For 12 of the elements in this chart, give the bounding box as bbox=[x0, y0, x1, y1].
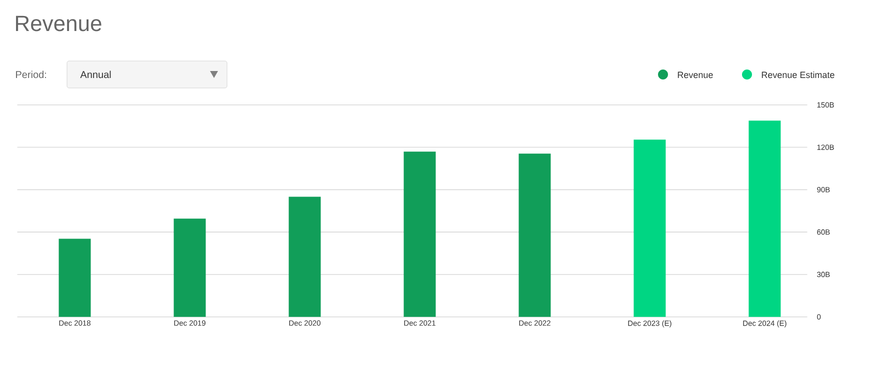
text: Annual bbox=[80, 70, 111, 78]
bar bbox=[288, 196, 321, 317]
bar bbox=[404, 152, 436, 317]
bar bbox=[518, 154, 551, 317]
bar bbox=[748, 120, 781, 317]
chart-title: Revenue bbox=[16, 16, 102, 32]
bar bbox=[58, 238, 91, 317]
legend-label: Revenue bbox=[678, 72, 713, 78]
bar bbox=[634, 140, 666, 317]
bar bbox=[174, 218, 206, 317]
legend-label: Revenue Estimate bbox=[762, 71, 834, 78]
text: Period: bbox=[16, 70, 46, 78]
